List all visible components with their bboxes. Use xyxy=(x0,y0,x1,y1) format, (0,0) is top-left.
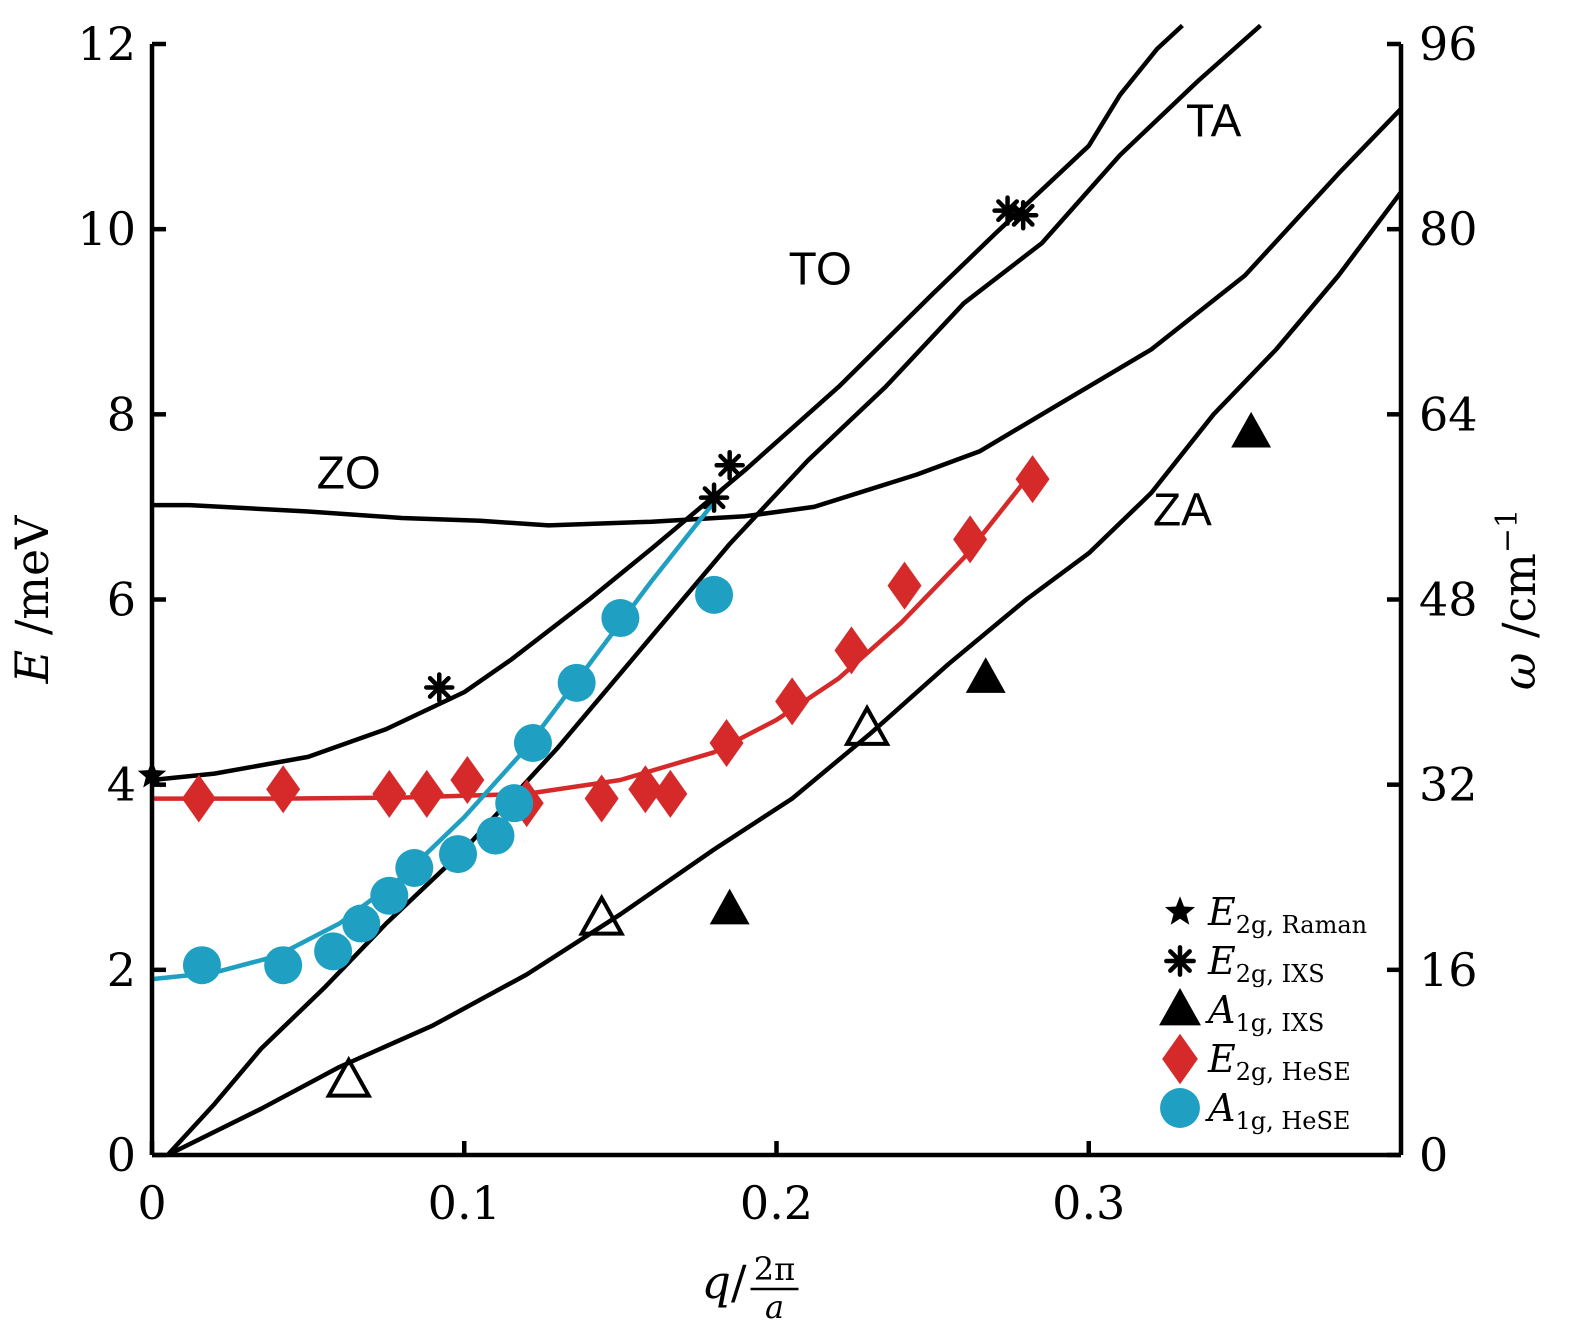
branch-label-to: TO xyxy=(789,243,852,295)
e2g-hese-point xyxy=(266,765,301,814)
x-tick-label: 0.3 xyxy=(1052,1176,1125,1230)
e2g-hese-point xyxy=(709,719,744,768)
to-curve xyxy=(151,23,1184,783)
y2-tick-label: 96 xyxy=(1419,17,1478,71)
y-tick-label: 10 xyxy=(77,202,136,256)
x-axis-label: q/ xyxy=(702,1255,747,1309)
legend-label: E2g, HeSE xyxy=(1207,1037,1351,1086)
e2g-hese-point xyxy=(953,515,988,564)
y-tick-label: 12 xyxy=(77,17,136,71)
y-tick-label: 2 xyxy=(107,943,136,997)
asterisk-stroke xyxy=(1011,203,1035,227)
legend-label: E2g, Raman xyxy=(1207,890,1367,939)
a1g-hese-point xyxy=(314,932,353,971)
e2g-hese-point xyxy=(775,677,810,726)
legend-label: E2g, IXS xyxy=(1207,939,1325,988)
y2-tick-label: 0 xyxy=(1419,1128,1448,1182)
a1g-hese-point xyxy=(695,575,734,614)
x-tick-label: 0.1 xyxy=(428,1176,501,1230)
legend-entry: A1g, IXS xyxy=(1159,987,1324,1037)
legend-triangle-marker xyxy=(1159,987,1201,1026)
a1g-hese-point xyxy=(439,835,478,874)
axes-layer: 0 0.1 0.2 0.3 0 2 4 6 8 10 12 0 16 32 48 64 80 96 E /meV ω … xyxy=(5,17,1546,1326)
y2-tick-label: 64 xyxy=(1419,387,1478,441)
a1g-hese-point xyxy=(182,946,221,985)
y-tick-label: 8 xyxy=(107,387,136,441)
x-axis-label-numerator: 2π xyxy=(754,1250,795,1288)
a1g-hese-point xyxy=(370,876,409,915)
branch-label-za: ZA xyxy=(1153,483,1212,535)
e2g-hese-point xyxy=(628,765,663,814)
asterisk-stroke xyxy=(427,676,451,699)
e2g-hese-point xyxy=(887,561,922,610)
zo-curve xyxy=(152,107,1403,528)
y2-tick-label: 48 xyxy=(1419,573,1478,627)
a1g-ixs-point xyxy=(709,888,750,925)
e2g-hese-point xyxy=(653,769,688,818)
a1g-ixs-open-point xyxy=(325,1055,373,1098)
e2g-hese-point xyxy=(372,769,407,818)
e2g-ixs-point xyxy=(714,450,745,481)
a1g-hese-point xyxy=(264,946,303,985)
y-tick-label: 0 xyxy=(107,1128,136,1182)
y-axis-label: E /meV xyxy=(5,515,59,685)
branch-label-ta: TA xyxy=(1186,95,1242,147)
legend-entry: A1g, HeSE xyxy=(1160,1086,1350,1135)
x-tick-label: 0.2 xyxy=(740,1176,813,1230)
y2-axis-label: ω /cm−1 xyxy=(1490,509,1546,690)
a1g-ixs-open-point xyxy=(578,893,625,936)
legend-circle-marker xyxy=(1160,1088,1200,1128)
e2g-hese-point xyxy=(1015,455,1050,504)
asterisk-stroke xyxy=(1168,949,1192,973)
legend-label: A1g, IXS xyxy=(1205,988,1324,1037)
x-tick-label: 0 xyxy=(137,1176,166,1230)
a1g-ixs-open-point xyxy=(843,704,891,746)
legend-label: A1g, HeSE xyxy=(1205,1086,1350,1135)
a1g-hese-point xyxy=(557,663,596,702)
a1g-hese-point xyxy=(495,784,534,823)
a1g-hese-point xyxy=(513,724,552,763)
data-points-layer xyxy=(137,195,1272,1098)
legend-entry: E2g, HeSE xyxy=(1162,1033,1351,1086)
y2-tick-label: 32 xyxy=(1419,758,1478,812)
e2g-hese-point xyxy=(584,774,619,823)
a1g-ixs-point xyxy=(965,657,1006,693)
a1g-hese-point xyxy=(601,599,640,638)
e2g-ixs-point xyxy=(1007,200,1039,231)
legend-entry: E2g, IXS xyxy=(1164,939,1325,988)
y2-tick-label: 80 xyxy=(1419,202,1478,256)
legend-asterisk-marker xyxy=(1164,945,1196,977)
e2g-fit-curve xyxy=(152,477,1029,801)
y-tick-label: 6 xyxy=(107,573,136,627)
e2g-hese-point xyxy=(450,756,485,805)
branch-label-zo: ZO xyxy=(317,446,381,498)
a1g-ixs-point xyxy=(1231,411,1272,448)
a1g-hese-point xyxy=(395,848,434,887)
a1g-hese-point xyxy=(342,904,381,943)
e2g-ixs-point xyxy=(424,672,455,703)
legend-entry: E2g, Raman xyxy=(1165,890,1367,939)
y-tick-label: 4 xyxy=(107,758,136,812)
ta-curve xyxy=(165,23,1262,1157)
curves-layer: ZO TO TA ZA xyxy=(151,23,1403,1158)
e2g-hese-point xyxy=(834,626,869,675)
legend-star-marker xyxy=(1165,896,1195,925)
a1g-hese-point xyxy=(476,816,515,855)
asterisk-stroke xyxy=(718,453,742,477)
e2g-hese-point xyxy=(181,774,216,823)
asterisk-stroke xyxy=(702,486,726,510)
e2g-ixs-point xyxy=(698,482,730,513)
y2-tick-label: 16 xyxy=(1419,943,1478,997)
x-axis-label-denominator: a xyxy=(765,1288,784,1326)
legend-diamond-marker xyxy=(1162,1033,1198,1085)
e2g-hese-point xyxy=(409,769,444,818)
za-curve xyxy=(166,190,1403,1158)
